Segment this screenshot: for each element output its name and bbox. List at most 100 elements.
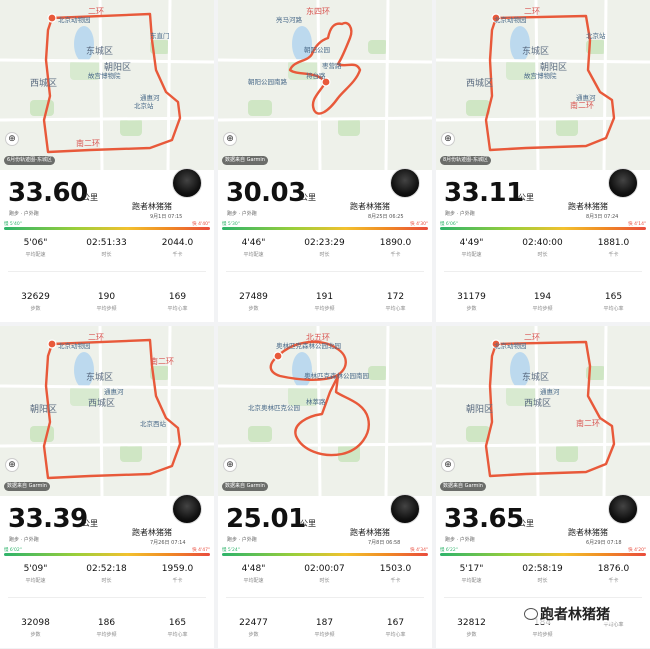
distance-value: 33.60 xyxy=(8,178,88,208)
metric-cell: 165 平均心率 xyxy=(578,292,649,312)
map-place-label: 北京动物园 xyxy=(494,16,527,24)
route-map[interactable]: 北京动物园 二环 东城区 故宫博物院 西城区 朝阳区 通惠河 东直门 北京站 南二环 ⊕ 6月份轨迹图… xyxy=(0,0,214,170)
metric-value: 1503.0 xyxy=(379,564,412,574)
runner-name: 跑者林猪猪 xyxy=(132,528,172,537)
metric-cell: 172 平均心率 xyxy=(360,292,431,312)
road xyxy=(436,384,650,390)
run-date: 6月29日 07:18 xyxy=(586,540,622,546)
locate-icon[interactable]: ⊕ xyxy=(223,458,237,472)
avatar[interactable] xyxy=(390,168,420,198)
road xyxy=(166,0,172,170)
avatar[interactable] xyxy=(172,168,202,198)
run-card[interactable]: 奥林匹克森林公园北园 北五环 奥林匹克森林公园南园 林萃路 北京奥林匹克公园 ⊕ 数据来自 … xyxy=(218,326,432,648)
runner-name: 跑者林猪猪 xyxy=(350,202,390,211)
lake xyxy=(74,26,94,62)
road xyxy=(0,442,214,448)
park-area xyxy=(248,100,272,116)
locate-icon[interactable]: ⊕ xyxy=(441,458,455,472)
metric-value: 1959.0 xyxy=(161,564,194,574)
metric-label: 平均配速 xyxy=(25,252,46,258)
run-route xyxy=(484,14,616,152)
map-place-label: 二环 xyxy=(524,333,540,342)
run-card[interactable]: 北京动物园 二环 东城区 故宫博物院 西城区 朝阳区 通惠河 东直门 北京站 南二环 ⊕ 6月份轨迹图… xyxy=(0,0,214,322)
road xyxy=(384,0,390,170)
metric-label: 平均步频 xyxy=(532,632,553,638)
park-area xyxy=(120,444,142,462)
run-card[interactable]: 亮马河路 东四环 朝阳公园 将台路 朝阳公园南路 枣营路 ⊕ 数据来自 Garmin 30.03… xyxy=(218,0,432,322)
park-area xyxy=(368,366,388,380)
locate-icon[interactable]: ⊕ xyxy=(5,132,19,146)
run-route xyxy=(269,340,370,457)
avatar[interactable] xyxy=(608,168,638,198)
metric-label: 步数 xyxy=(466,632,477,638)
road xyxy=(218,384,432,390)
metric-value: 4'46" xyxy=(241,238,266,248)
metric-value: 187 xyxy=(315,618,334,628)
route-map[interactable]: 北京动物园 二环 东城区 故宫博物院 西城区 朝阳区 通惠河 北京站 南二环 ⊕ 8月份轨迹图-东城… xyxy=(436,0,650,170)
distance-unit: 公里 xyxy=(82,519,98,528)
run-card[interactable]: 北京动物园 二环 东城区 故宫博物院 西城区 朝阳区 通惠河 北京站 南二环 ⊕ 8月份轨迹图-东城… xyxy=(436,0,650,322)
run-card[interactable]: 北京动物园 二环 东城区 西城区 朝阳区 通惠河 北京西站 南二环 ⊕ 数据来自 Garmin 33… xyxy=(0,326,214,648)
lake xyxy=(292,26,312,62)
run-stats-panel: 30.03 公里 跑步 · 户外跑 跑者林猪猪 8月25日 06:25 慢 5'30" 快 … xyxy=(218,168,432,322)
park-area xyxy=(556,118,578,136)
map-place-label: 北京西站 xyxy=(140,420,166,428)
road xyxy=(98,0,104,170)
locate-icon[interactable]: ⊕ xyxy=(223,132,237,146)
route-map[interactable]: 北京动物园 二环 东城区 西城区 朝阳区 通惠河 北京西站 南二环 ⊕ 数据来自 Garmin xyxy=(0,326,214,496)
metric-label: 平均步频 xyxy=(314,306,335,312)
avatar[interactable] xyxy=(172,494,202,524)
wechat-icon xyxy=(524,608,538,620)
metric-value: 32629 xyxy=(21,292,50,302)
run-card[interactable]: 北京动物园 二环 东城区 西城区 朝阳区 通惠河 南二环 ⊕ 数据来自 Garmin 33.65 公… xyxy=(436,326,650,648)
divider xyxy=(444,597,642,598)
distance-unit: 公里 xyxy=(300,519,316,528)
route-map[interactable]: 北京动物园 二环 东城区 西城区 朝阳区 通惠河 南二环 ⊕ 数据来自 Garmin xyxy=(436,326,650,496)
metric-cell: 191 平均步频 xyxy=(289,292,360,312)
map-place-label: 通惠河 xyxy=(104,388,124,396)
metrics-row: 4'48" 平均配速 02:00:07 时长 1503.0 千卡 xyxy=(218,564,432,604)
route-map[interactable]: 奥林匹克森林公园北园 北五环 奥林匹克森林公园南园 林萃路 北京奥林匹克公园 ⊕ 数据来自 … xyxy=(218,326,432,496)
avatar[interactable] xyxy=(608,494,638,524)
road xyxy=(436,442,650,448)
start-pin-icon xyxy=(47,339,57,349)
map-place-label: 南二环 xyxy=(76,139,100,148)
pace-slow-label: 慢 5'24" xyxy=(222,548,240,553)
metric-value: 4'49" xyxy=(459,238,484,248)
locate-icon[interactable]: ⊕ xyxy=(5,458,19,472)
avatar[interactable] xyxy=(390,494,420,524)
map-place-label: 南二环 xyxy=(570,101,594,110)
road xyxy=(602,0,608,170)
locate-icon[interactable]: ⊕ xyxy=(441,132,455,146)
metrics-row: 32629 步数 190 平均步频 169 平均心率 xyxy=(0,292,214,322)
map-source-badge: 数据来自 Garmin xyxy=(440,482,486,491)
metrics-row: 5'17" 平均配速 02:58:19 时长 1876.0 千卡 xyxy=(436,564,650,604)
park-area xyxy=(506,386,536,406)
metric-cell: 186 平均步频 xyxy=(71,618,142,638)
pace-gradient-bar xyxy=(222,227,428,230)
metric-cell: 4'46" 平均配速 xyxy=(218,238,289,258)
metric-label: 平均步频 xyxy=(532,306,553,312)
run-date: 9月1日 07:15 xyxy=(150,214,183,220)
metric-label: 平均配速 xyxy=(243,252,264,258)
road xyxy=(218,58,432,64)
pace-fast-label: 快 4'47" xyxy=(192,548,210,553)
metric-value: 5'09" xyxy=(23,564,48,574)
metric-value: 5'17" xyxy=(459,564,484,574)
map-canvas xyxy=(436,326,650,496)
map-place-label: 北京动物园 xyxy=(494,342,527,350)
metrics-row: 5'09" 平均配速 02:52:18 时长 1959.0 千卡 xyxy=(0,564,214,604)
pace-gradient-bar xyxy=(4,227,210,230)
map-place-label: 奥林匹克森林公园北园 xyxy=(276,342,341,350)
metric-label: 平均心率 xyxy=(603,622,624,628)
route-map[interactable]: 亮马河路 东四环 朝阳公园 将台路 朝阳公园南路 枣营路 ⊕ 数据来自 Garmin xyxy=(218,0,432,170)
activity-type: 跑步 · 户外跑 xyxy=(9,211,39,217)
run-date: 8月3日 07:24 xyxy=(586,214,619,220)
road xyxy=(436,58,650,64)
pace-slow-label: 慢 6'22" xyxy=(440,548,458,553)
map-place-label: 南二环 xyxy=(576,419,600,428)
lake xyxy=(510,352,530,388)
metrics-row: 32098 步数 186 平均步频 165 平均心率 xyxy=(0,618,214,648)
map-place-label: 通惠河 xyxy=(140,94,160,102)
metric-label: 步数 xyxy=(30,632,41,638)
